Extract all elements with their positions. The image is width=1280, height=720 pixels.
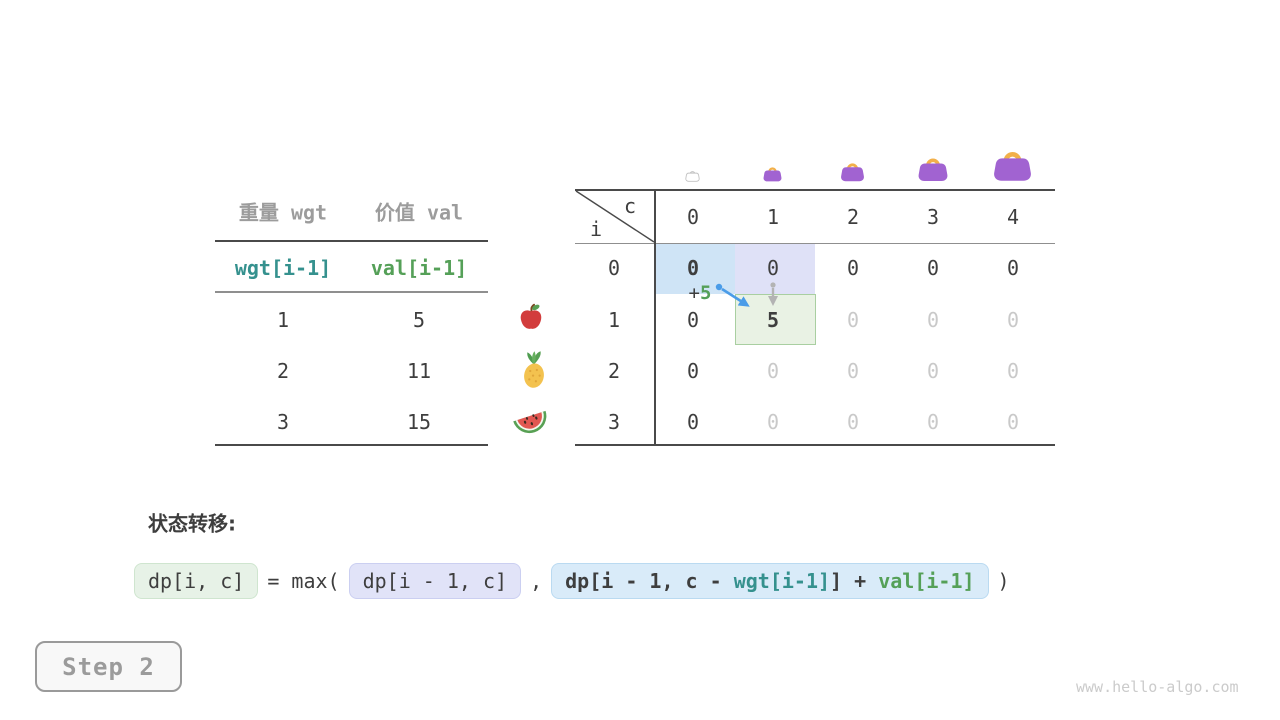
dp-table-rule-vertical (654, 190, 656, 444)
dp-col-header: 0 (686, 205, 700, 229)
dp-row-header: 3 (607, 410, 621, 434)
dp-cell: 0 (926, 308, 940, 332)
formula-separator: , (530, 569, 543, 593)
dp-col-header: 3 (926, 205, 940, 229)
bag-capacity-1-icon (762, 164, 783, 182)
pineapple-icon (519, 351, 549, 389)
bag-capacity-3-icon (916, 153, 950, 182)
formula-arg-take-val: val[i-1] (878, 569, 975, 593)
items-col-header-val: 价值 val (374, 200, 464, 225)
dp-row-header: 2 (607, 359, 621, 383)
dp-corner-col-label: c (623, 194, 637, 218)
dp-table-rule-header (575, 243, 1055, 245)
items-table-rule-bottom (215, 444, 488, 446)
item-val-cell: 11 (406, 359, 432, 383)
formula-arg-take-mid: ] + (830, 569, 879, 593)
state-transition-label: 状态转移: (148, 511, 236, 536)
formula-arg-take-wgt: wgt[i-1] (733, 569, 831, 593)
items-col-header-wgt: 重量 wgt (238, 200, 328, 225)
bag-capacity-2-icon (839, 159, 866, 182)
items-subheader-val: val[i-1] (370, 256, 468, 280)
step-button-label: Step 2 (62, 652, 155, 681)
dp-table-rule-bottom (575, 444, 1055, 446)
dp-cell: 0 (926, 256, 940, 280)
dp-cell: 0 (846, 359, 860, 383)
formula-closing-paren: ) (997, 569, 1010, 593)
dp-cell: 0 (686, 359, 700, 383)
dp-cell: 0 (1006, 308, 1020, 332)
watermelon-icon (510, 404, 550, 436)
formula-lhs: dp[i, c] (134, 563, 259, 599)
item-val-cell: 15 (406, 410, 432, 434)
step-button[interactable]: Step 2 (35, 641, 182, 692)
dp-cell: 0 (1006, 359, 1020, 383)
dp-cell: 0 (686, 308, 700, 332)
dp-cell: 0 (846, 256, 860, 280)
dp-cell: 0 (926, 359, 940, 383)
item-wgt-cell: 1 (276, 308, 290, 332)
plus-sign: + (688, 282, 700, 304)
dp-cell: 0 (1006, 256, 1020, 280)
item-val-cell: 5 (412, 308, 426, 332)
dp-cell: 0 (766, 359, 780, 383)
dp-cell: 5 (766, 308, 780, 332)
dp-row-header: 0 (607, 256, 621, 280)
items-subheader-wgt: wgt[i-1] (234, 256, 332, 280)
dp-col-header: 1 (766, 205, 780, 229)
bag-empty-icon (685, 168, 700, 182)
dp-cell: 0 (766, 410, 780, 434)
dp-cell: 0 (846, 308, 860, 332)
dp-col-header: 4 (1006, 205, 1020, 229)
state-transition-formula: dp[i, c] = max( dp[i - 1, c] , dp[i - 1,… (134, 563, 1010, 599)
watermark: www.hello-algo.com (1076, 678, 1239, 696)
dp-cell: 0 (1006, 410, 1020, 434)
dp-cell: 0 (926, 410, 940, 434)
dp-row-header: 1 (607, 308, 621, 332)
dp-cell: 0 (846, 410, 860, 434)
item-wgt-cell: 2 (276, 359, 290, 383)
added-value: 5 (700, 282, 712, 304)
items-table-rule-mid (215, 291, 488, 293)
apple-icon (517, 303, 545, 331)
formula-arg-take-pre: dp[i - 1, c - (565, 569, 734, 593)
item-wgt-cell: 3 (276, 410, 290, 434)
bag-capacity-4-icon (991, 145, 1034, 182)
formula-arg-skip: dp[i - 1, c] (348, 563, 522, 599)
items-table-rule-top (215, 240, 488, 242)
formula-arg-take: dp[i - 1, c - wgt[i-1]] + val[i-1] (551, 563, 989, 599)
header-diagonal-line (575, 190, 655, 243)
dp-table-rule-top (575, 189, 1055, 191)
dp-corner-row-label: i (589, 217, 603, 241)
formula-operator: = max( (267, 569, 340, 593)
dp-cell: 0 (766, 256, 780, 280)
transition-value-label: +5 (689, 282, 712, 304)
dp-col-header: 2 (846, 205, 860, 229)
dp-cell: 0 (686, 410, 700, 434)
dp-cell: 0 (686, 256, 700, 280)
